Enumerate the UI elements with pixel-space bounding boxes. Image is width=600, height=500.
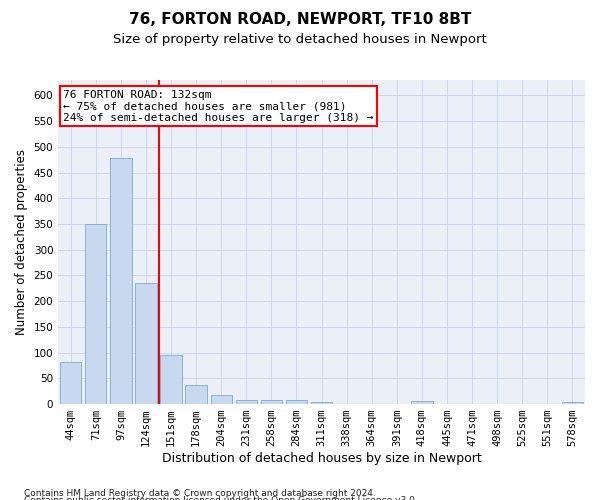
Bar bbox=[286, 400, 307, 404]
Text: Contains HM Land Registry data © Crown copyright and database right 2024.: Contains HM Land Registry data © Crown c… bbox=[24, 488, 376, 498]
Bar bbox=[60, 362, 82, 404]
Text: Size of property relative to detached houses in Newport: Size of property relative to detached ho… bbox=[113, 32, 487, 46]
Bar bbox=[236, 400, 257, 404]
Bar bbox=[110, 158, 131, 404]
Bar bbox=[85, 224, 106, 404]
Bar bbox=[261, 400, 282, 404]
X-axis label: Distribution of detached houses by size in Newport: Distribution of detached houses by size … bbox=[162, 452, 481, 465]
Bar bbox=[211, 396, 232, 404]
Y-axis label: Number of detached properties: Number of detached properties bbox=[15, 149, 28, 335]
Bar bbox=[562, 402, 583, 404]
Text: 76 FORTON ROAD: 132sqm
← 75% of detached houses are smaller (981)
24% of semi-de: 76 FORTON ROAD: 132sqm ← 75% of detached… bbox=[64, 90, 374, 123]
Bar bbox=[311, 402, 332, 404]
Text: 76, FORTON ROAD, NEWPORT, TF10 8BT: 76, FORTON ROAD, NEWPORT, TF10 8BT bbox=[129, 12, 471, 28]
Bar bbox=[411, 401, 433, 404]
Bar bbox=[160, 355, 182, 404]
Text: Contains public sector information licensed under the Open Government Licence v3: Contains public sector information licen… bbox=[24, 496, 418, 500]
Bar bbox=[136, 283, 157, 404]
Bar bbox=[185, 385, 207, 404]
